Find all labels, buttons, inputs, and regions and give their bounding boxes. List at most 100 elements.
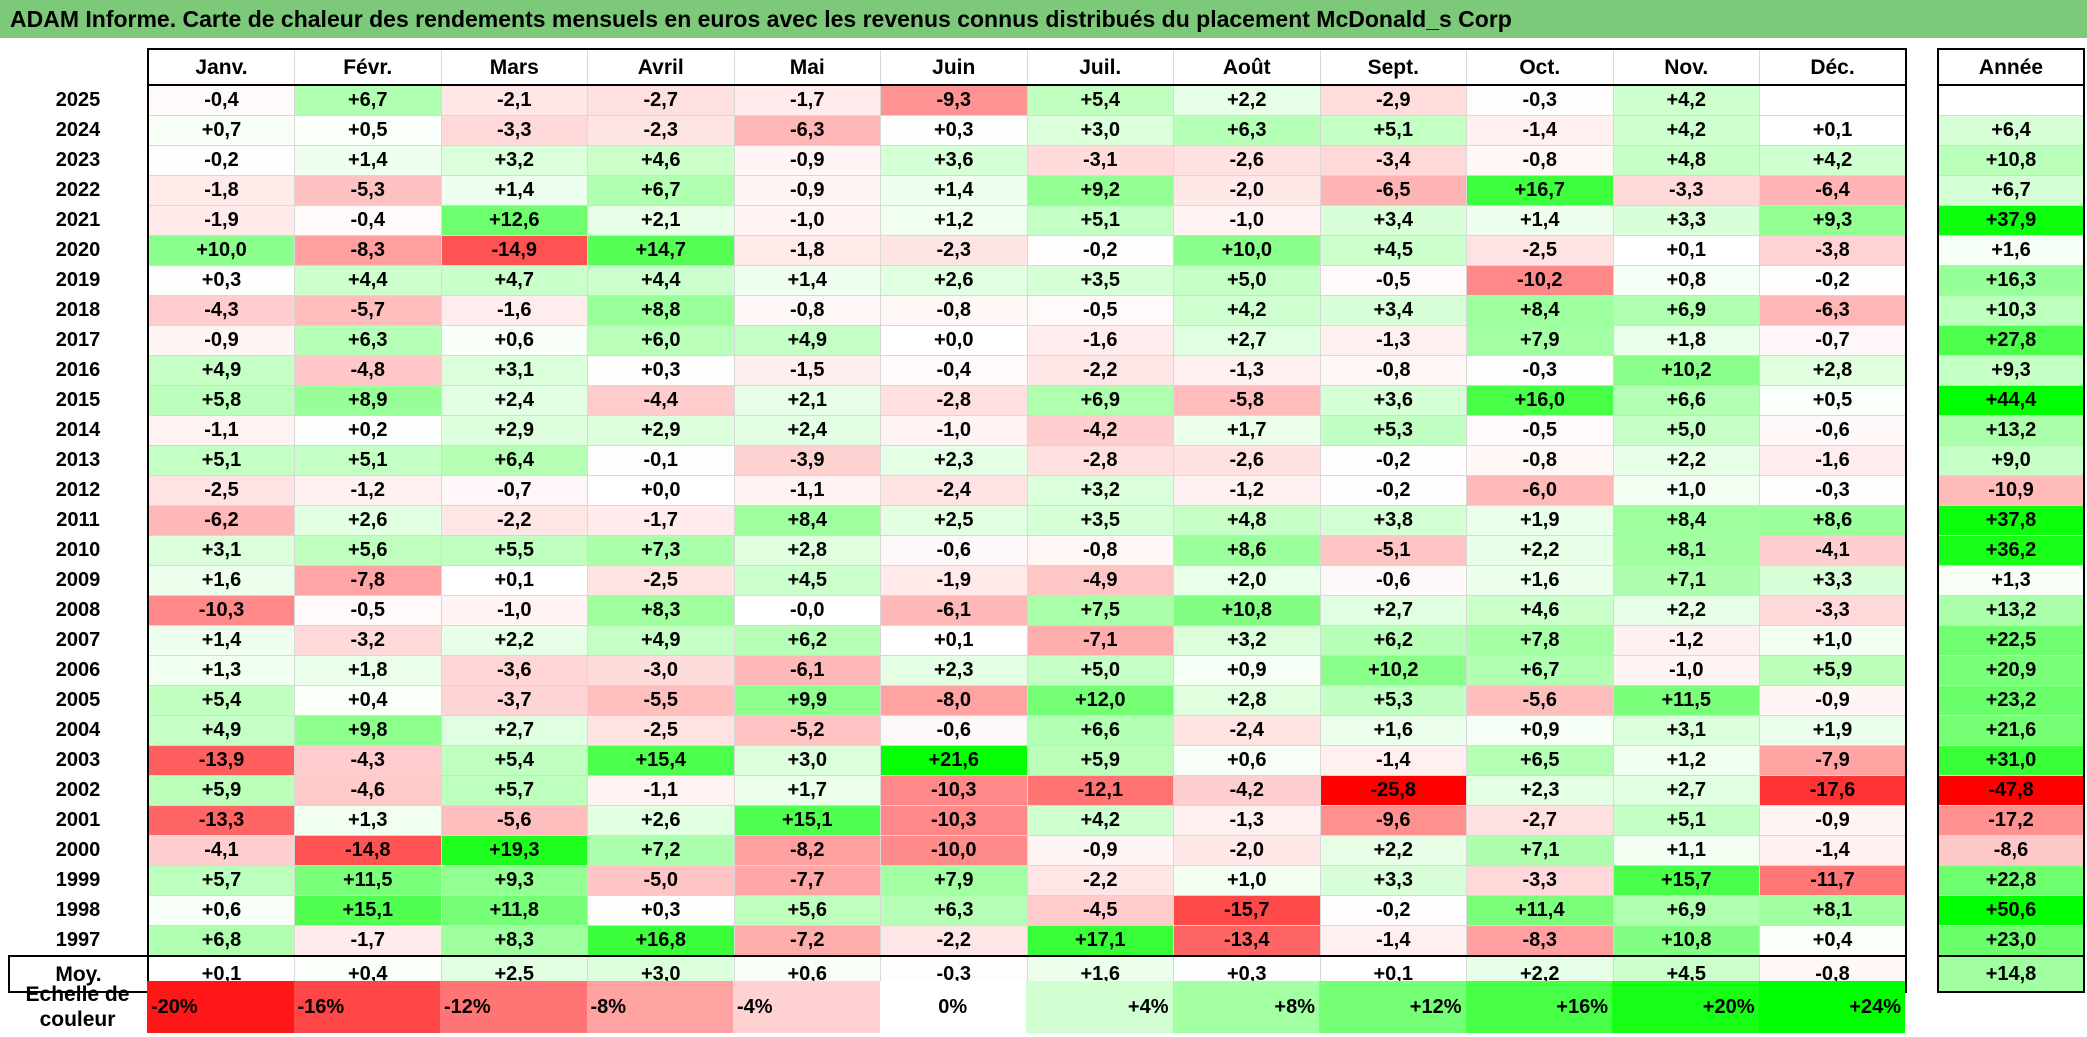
heatmap-cell: +0,5	[1759, 385, 1907, 416]
heatmap-cell: -4,5	[1026, 895, 1174, 926]
annual-cell: +10,8	[1937, 145, 2085, 176]
annual-cell: +44,4	[1937, 385, 2085, 416]
year-row: 2005 +5,4 +0,4 -3,7 -5,5 +9,9 -8,0 +12,0 +2,8 +5,…	[9, 685, 1907, 716]
heatmap-cell: -2,7	[1466, 805, 1614, 836]
heatmap-cell: +4,8	[1173, 505, 1321, 536]
scale-swatch: -12%	[440, 981, 587, 1033]
heatmap-cell: +3,4	[1319, 295, 1467, 326]
heatmap-cell: +0,6	[440, 325, 588, 356]
annual-cell: +50,6	[1937, 895, 2085, 926]
heatmap-cell: -1,2	[294, 475, 442, 506]
heatmap-cell: -4,2	[1026, 415, 1174, 446]
heatmap-cell: +2,3	[880, 445, 1028, 476]
year-row: 2015 +5,8 +8,9 +2,4 -4,4 +2,1 -2,8 +6,9 -5,8 +3,6…	[9, 385, 1907, 416]
heatmap-cell: -5,7	[294, 295, 442, 326]
heatmap-cell: -12,1	[1026, 775, 1174, 806]
heatmap-cell: +1,4	[147, 625, 295, 656]
annual-row: -8,6	[1937, 835, 2085, 866]
scale-swatch: +20%	[1612, 981, 1759, 1033]
heatmap-cell: +7,9	[1466, 325, 1614, 356]
heatmap-cell: -2,3	[587, 115, 735, 146]
heatmap-cell: +5,0	[1026, 655, 1174, 686]
heatmap-cell: +5,9	[1759, 655, 1907, 686]
heatmap-cell: +6,7	[294, 84, 442, 116]
annual-row: +20,9	[1937, 655, 2085, 686]
heatmap-cell: -1,8	[147, 175, 295, 206]
month-header: Déc.	[1759, 48, 1907, 86]
heatmap-cell: -0,7	[1759, 325, 1907, 356]
heatmap-cell: +0,5	[294, 115, 442, 146]
heatmap-cell: +1,4	[1466, 205, 1614, 236]
heatmap-cell: +0,3	[587, 355, 735, 386]
heatmap-cell: -2,0	[1173, 835, 1321, 866]
heatmap-cell: -2,5	[587, 565, 735, 596]
heatmap-cell: -7,1	[1026, 625, 1174, 656]
year-label: 2020	[55, 239, 101, 261]
heatmap-cell: -0,2	[1026, 235, 1174, 266]
heatmap-cell: -0,9	[1759, 685, 1907, 716]
heatmap-cell: +3,1	[147, 535, 295, 566]
annual-row: +23,0	[1937, 925, 2085, 957]
heatmap-cell: -1,6	[440, 295, 588, 326]
corner-cell	[9, 49, 148, 85]
heatmap-cell: -0,6	[880, 715, 1028, 746]
heatmap-cell: -13,3	[147, 805, 295, 836]
heatmap-cell: -1,9	[880, 565, 1028, 596]
heatmap-cell: -1,6	[1759, 445, 1907, 476]
annual-row: +13,2	[1937, 595, 2085, 626]
heatmap-cell: -10,3	[880, 805, 1028, 836]
heatmap-cell: +0,1	[440, 565, 588, 596]
scale-swatch: -8%	[586, 981, 733, 1033]
heatmap-cell: -5,3	[294, 175, 442, 206]
annual-cell	[1937, 84, 2085, 116]
scale-swatch: -16%	[293, 981, 440, 1033]
month-header: Août	[1173, 48, 1321, 86]
heatmap-cell: -10,2	[1466, 265, 1614, 296]
annual-row: +50,6	[1937, 895, 2085, 926]
annual-row: +36,2	[1937, 535, 2085, 566]
heatmap-cell: +2,7	[1173, 325, 1321, 356]
annual-row: +1,3	[1937, 565, 2085, 596]
heatmap-cell: +7,2	[587, 835, 735, 866]
annual-header: Année	[1937, 48, 2085, 86]
heatmap-cell: -0,8	[733, 295, 881, 326]
heatmap-cell: +3,5	[1026, 505, 1174, 536]
annual-cell: +13,2	[1937, 595, 2085, 626]
year-row: 2011 -6,2 +2,6 -2,2 -1,7 +8,4 +2,5 +3,5 +4,8 +3,8…	[9, 505, 1907, 536]
heatmap-cell: -14,9	[440, 235, 588, 266]
heatmap-cell: +6,0	[587, 325, 735, 356]
heatmap-cell: -8,3	[1466, 925, 1614, 957]
heatmap-cell: +1,1	[1612, 835, 1760, 866]
heatmap-cell: +15,1	[294, 895, 442, 926]
annual-cell: -10,9	[1937, 475, 2085, 506]
heatmap-cell: +2,7	[440, 715, 588, 746]
year-label: 2019	[55, 269, 101, 291]
heatmap-cell: +1,0	[1759, 625, 1907, 656]
annual-average-row: +14,8	[1937, 955, 2085, 993]
heatmap-cell: -1,1	[147, 415, 295, 446]
year-label: 1998	[55, 899, 101, 921]
heatmap-cell: +2,7	[1319, 595, 1467, 626]
heatmap-cell: +0,4	[294, 685, 442, 716]
color-scale-legend: Echelle de couleur -20% -16% -12% -8% -4% 0% +4…	[8, 981, 1905, 1033]
annual-row: +13,2	[1937, 415, 2085, 446]
annual-row: +21,6	[1937, 715, 2085, 746]
annual-row: +10,8	[1937, 145, 2085, 176]
heatmap-cell: -3,3	[1612, 175, 1760, 206]
annual-cell: -17,2	[1937, 805, 2085, 836]
year-row: 2020 +10,0 -8,3 -14,9 +14,7 -1,8 -2,3 -0,2 +10,0…	[9, 235, 1907, 266]
scale-swatch: +8%	[1172, 981, 1319, 1033]
heatmap-cell: +5,6	[294, 535, 442, 566]
heatmap-cell: -0,8	[1319, 355, 1467, 386]
heatmap-cell: +2,2	[1612, 445, 1760, 476]
heatmap-cell: +12,0	[1026, 685, 1174, 716]
heatmap-cell: +1,2	[1612, 745, 1760, 776]
year-row: 2008 -10,3 -0,5 -1,0 +8,3 -0,0 -6,1 +7,5 +10,8 +2…	[9, 595, 1907, 626]
heatmap-cell: +16,7	[1466, 175, 1614, 206]
heatmap-cell: +1,3	[147, 655, 295, 686]
heatmap-cell: -10,0	[880, 835, 1028, 866]
year-row: 2002 +5,9 -4,6 +5,7 -1,1 +1,7 -10,3 -12,1 -4,2 -2…	[9, 775, 1907, 806]
heatmap-cell: -0,5	[1026, 295, 1174, 326]
year-label: 2025	[55, 88, 101, 111]
month-header: Nov.	[1612, 48, 1760, 86]
